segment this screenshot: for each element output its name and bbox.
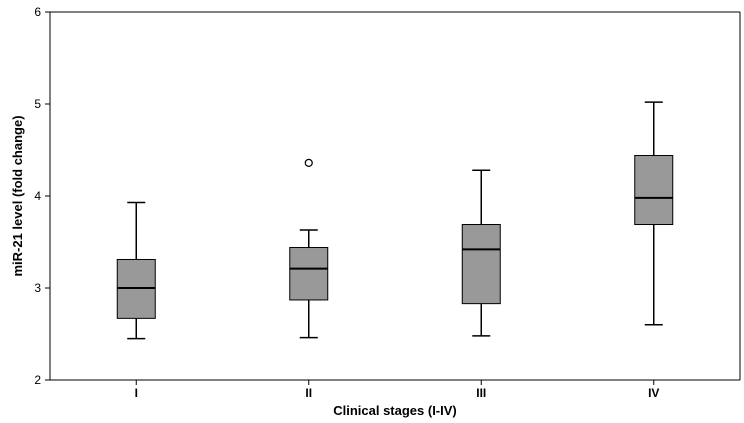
box-iqr	[289, 247, 329, 301]
y-tick-label: 3	[34, 281, 41, 295]
box-II	[289, 158, 329, 339]
box-iqr	[461, 224, 501, 305]
y-tick-label: 6	[34, 5, 41, 19]
y-tick-label: 4	[34, 189, 41, 203]
x-tick-label: II	[305, 386, 312, 400]
x-axis: I II III IV	[50, 379, 740, 400]
box-IV	[634, 101, 674, 326]
plot-frame	[50, 11, 741, 380]
box-iqr	[634, 155, 674, 226]
x-tick-label: I	[135, 386, 138, 400]
y-tick-label: 2	[34, 373, 41, 387]
box-series	[116, 101, 674, 340]
x-tick-label: IV	[648, 386, 659, 400]
box-III	[461, 169, 501, 337]
y-tick-label: 5	[34, 97, 41, 111]
box-I	[116, 201, 156, 340]
x-tick-label: III	[476, 386, 486, 400]
x-axis-title: Clinical stages (I-IV)	[333, 403, 457, 418]
y-axis: 2 3 4 5 6	[34, 5, 51, 387]
y-axis-title: miR-21 level (fold change)	[10, 115, 25, 276]
outlier-point	[304, 158, 313, 167]
